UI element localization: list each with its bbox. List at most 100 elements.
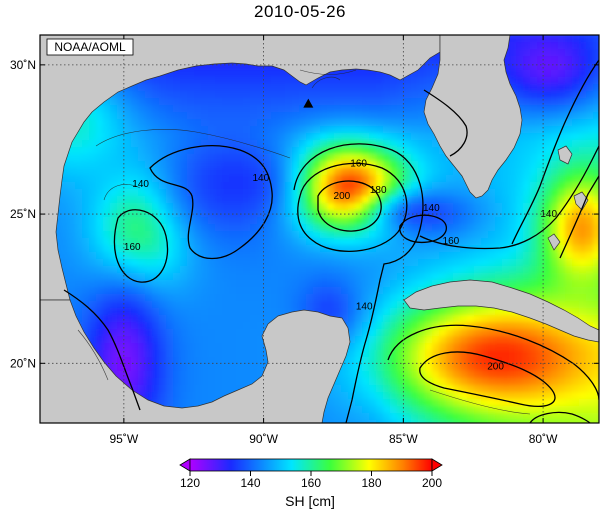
field-cell [495, 392, 503, 400]
field-cell [117, 336, 125, 344]
field-cell [159, 98, 167, 106]
field-cell [453, 175, 461, 183]
field-cell [131, 280, 139, 288]
field-cell [201, 196, 209, 204]
field-cell [411, 385, 419, 393]
field-cell [544, 413, 552, 421]
field-cell [586, 133, 594, 141]
field-cell [369, 126, 377, 134]
field-cell [208, 224, 216, 232]
field-cell [544, 420, 552, 423]
field-cell [110, 273, 118, 281]
field-cell [397, 91, 405, 99]
field-cell [117, 203, 125, 211]
field-cell [495, 329, 503, 337]
field-cell [117, 252, 125, 260]
contour-label: 140 [540, 209, 557, 220]
field-cell [159, 308, 167, 316]
field-cell [306, 147, 314, 155]
field-cell [187, 119, 195, 127]
field-cell [411, 392, 419, 400]
field-cell [509, 357, 517, 365]
field-cell [453, 217, 461, 225]
field-cell [201, 126, 209, 134]
field-cell [180, 154, 188, 162]
field-cell [355, 280, 363, 288]
field-cell [159, 350, 167, 358]
field-cell [446, 217, 454, 225]
field-cell [411, 189, 419, 197]
field-cell [593, 56, 599, 64]
field-cell [103, 175, 111, 183]
field-cell [404, 406, 412, 414]
field-cell [208, 147, 216, 155]
lat-lon-grid [40, 35, 599, 423]
field-cell [334, 280, 342, 288]
field-cell [544, 42, 552, 50]
field-cell [495, 371, 503, 379]
field-cell [425, 280, 433, 288]
field-cell [292, 161, 300, 169]
field-cell [201, 70, 209, 78]
field-cell [208, 196, 216, 204]
field-cell [292, 266, 300, 274]
field-cell [222, 203, 230, 211]
field-cell [334, 189, 342, 197]
field-cell [418, 413, 426, 421]
field-cell [201, 133, 209, 141]
field-cell [537, 343, 545, 351]
field-cell [355, 308, 363, 316]
thin-contour-4 [429, 389, 531, 415]
field-cell [530, 224, 538, 232]
contour-label: 160 [350, 158, 367, 169]
field-cell [243, 63, 251, 71]
field-cell [61, 231, 69, 239]
field-cell [432, 420, 440, 423]
field-cell [432, 70, 440, 78]
field-cell [586, 315, 594, 323]
field-cell [173, 140, 181, 148]
field-cell [201, 154, 209, 162]
field-cell [586, 420, 594, 423]
field-cell [334, 119, 342, 127]
field-cell [299, 301, 307, 309]
field-cell [593, 196, 599, 204]
field-cell [117, 287, 125, 295]
field-cell [488, 350, 496, 358]
field-cell [334, 252, 342, 260]
field-cell [481, 350, 489, 358]
field-cell [257, 91, 265, 99]
field-cell [243, 266, 251, 274]
field-cell [446, 336, 454, 344]
field-cell [579, 56, 587, 64]
field-cell [327, 203, 335, 211]
field-cell [383, 168, 391, 176]
field-cell [383, 343, 391, 351]
field-cell [82, 238, 90, 246]
field-cell [397, 371, 405, 379]
field-cell [544, 105, 552, 113]
field-cell [348, 203, 356, 211]
field-cell [299, 133, 307, 141]
field-cell [215, 210, 223, 218]
field-cell [530, 168, 538, 176]
field-cell [334, 84, 342, 92]
field-cell [530, 245, 538, 253]
field-cell [327, 217, 335, 225]
field-cell [523, 56, 531, 64]
field-cell [425, 385, 433, 393]
field-cell [145, 84, 153, 92]
field-cell [418, 371, 426, 379]
field-cell [215, 315, 223, 323]
colorbar-title: SH [cm] [285, 493, 335, 509]
field-cell [551, 280, 559, 288]
field-cell [208, 91, 216, 99]
field-cell [411, 406, 419, 414]
field-cell [166, 378, 174, 386]
field-cell [565, 301, 573, 309]
field-cell [103, 343, 111, 351]
field-cell [390, 322, 398, 330]
field-cell [173, 364, 181, 372]
field-cell [334, 308, 342, 316]
field-cell [285, 245, 293, 253]
